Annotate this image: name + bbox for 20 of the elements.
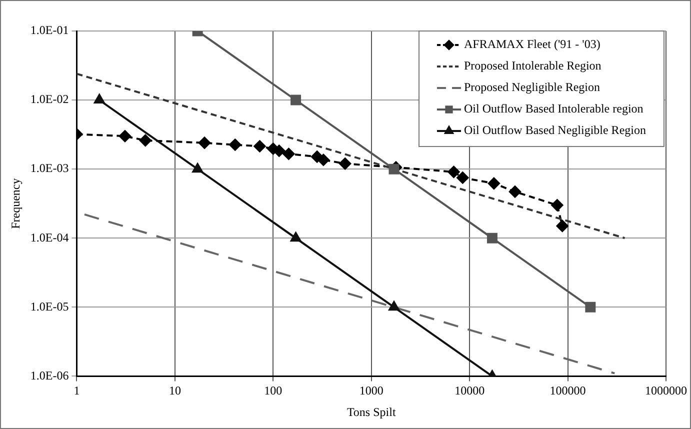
legend-label: Oil Outflow Based Negligible Region <box>464 123 646 138</box>
y-tick-label: 1.0E-03 <box>30 161 69 176</box>
legend-label: Oil Outflow Based Intolerable region <box>464 102 644 116</box>
x-axis-title: Tons Spilt <box>346 404 396 419</box>
x-tick-label: 10 <box>168 384 181 398</box>
legend-label: Proposed Intolerable Region <box>464 58 602 73</box>
y-tick-label: 1.0E-02 <box>30 92 69 106</box>
y-tick-label: 1.0E-01 <box>30 23 69 38</box>
x-tick-label: 1 <box>74 384 80 398</box>
x-tick-label: 10000 <box>454 384 485 398</box>
x-tick-label: 1000 <box>359 384 384 398</box>
y-tick-label: 1.0E-05 <box>30 299 69 314</box>
x-tick-label: 1000000 <box>645 384 687 398</box>
legend-label: AFRAMAX Fleet ('91 - '03) <box>464 37 600 52</box>
y-tick-label: 1.0E-04 <box>30 230 69 244</box>
y-tick-label: 1.0E-06 <box>30 368 69 382</box>
y-axis-title: Frequency <box>8 178 22 229</box>
x-tick-label: 100000 <box>550 384 586 398</box>
legend-label: Proposed Negligible Region <box>464 80 600 94</box>
x-tick-label: 100 <box>264 384 282 398</box>
